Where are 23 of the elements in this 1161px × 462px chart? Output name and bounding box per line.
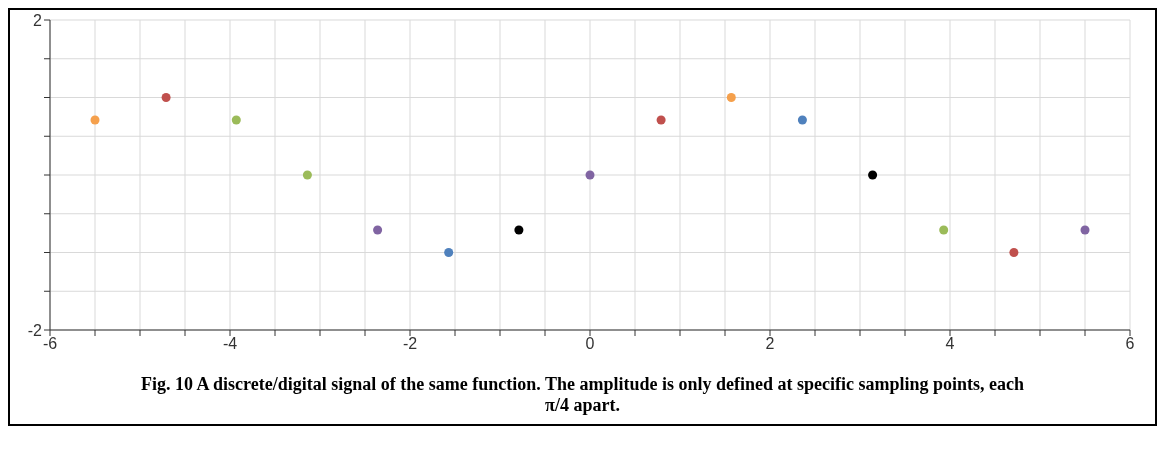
point <box>1009 247 1019 258</box>
x-tick-label: -2 <box>402 335 418 353</box>
point <box>939 225 949 235</box>
x-tick-label: 4 <box>945 335 955 353</box>
point <box>444 247 454 258</box>
point <box>90 115 100 125</box>
point <box>514 225 524 235</box>
x-tick-label: -4 <box>222 335 238 353</box>
point <box>302 170 312 180</box>
point <box>868 170 878 180</box>
point <box>1080 225 1090 235</box>
x-tick-label: 6 <box>1125 335 1135 353</box>
point <box>373 225 383 235</box>
point <box>231 115 241 125</box>
x-tick-label: 0 <box>585 335 595 353</box>
point <box>656 115 666 125</box>
caption: Fig. 10 A discrete/digital signal of the same function. The amplitude is only defined at specific sampling points, each π/4 apart. <box>140 373 1025 417</box>
point <box>726 92 736 103</box>
point <box>585 170 595 180</box>
point <box>161 92 171 103</box>
point <box>797 115 807 125</box>
x-tick-label: 2 <box>765 335 775 353</box>
x-tick-label: -6 <box>42 335 58 353</box>
